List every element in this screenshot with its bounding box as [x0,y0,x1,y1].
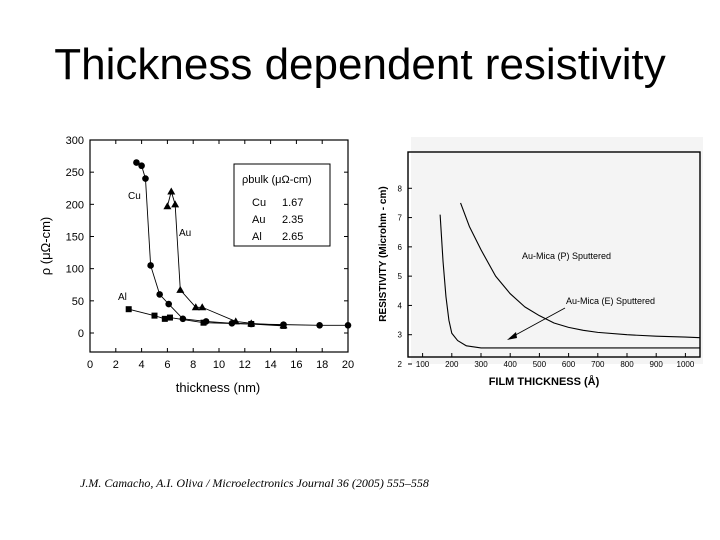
left-x-tick-label: 18 [316,359,328,371]
right-x-tick-label: 300 [474,360,488,369]
left-y-tick-label: 50 [72,296,84,308]
right-y-tick-label: 7 [398,214,403,223]
inset-row-au-value: 2.35 [282,214,303,226]
right-chart-background [411,137,703,364]
right-y-tick-label: 3 [398,331,403,340]
left-y-tick-label: 0 [78,328,84,340]
left-x-tick-label: 2 [113,359,119,371]
left-point-al [248,320,255,327]
right-y-tick-label: 5 [398,272,403,281]
inset-row-al-value: 2.65 [282,231,303,243]
left-point-cu [179,315,187,323]
right-chart: 100 200 300 400 500 600 700 800 900 1000 2 3 4 5 6 7 8 A… [378,137,703,388]
left-x-tick-label: 8 [190,359,196,371]
right-y-tick-label: 8 [398,184,403,193]
left-point-al [280,322,287,329]
bulk-resistivity-inset: ρbulk (μΩ-cm) Cu 1.67 Au 2.35 Al 2.65 [233,163,331,247]
left-point-cu [156,291,163,298]
left-x-axis-label: thickness (nm) [176,380,261,395]
right-y-tick-label: 4 [398,301,403,310]
left-x-tick-label: 12 [239,359,251,371]
left-point-cu [165,300,172,308]
inset-row-cu-value: 1.67 [282,197,303,209]
inset-frame [233,163,331,247]
left-y-tick-label: 250 [66,167,84,179]
left-point-al [125,306,132,313]
left-y-axis-label: ρ (μΩ-cm) [38,217,53,276]
left-point-au [171,200,180,208]
right-axes: 100 200 300 400 500 600 700 800 900 1000 2 3 4 5 6 7 8 [398,184,695,369]
right-x-tick-label: 600 [562,360,576,369]
left-point-au [198,303,207,311]
left-point-cu [147,262,154,269]
series-e-pointer-arrowhead [507,332,517,340]
left-point-au [191,303,200,311]
left-series [125,159,352,329]
right-x-tick-label: 100 [416,360,430,369]
left-x-tick-label: 0 [87,359,93,371]
right-plot-frame [407,151,701,358]
left-point-au [167,187,176,195]
right-x-axis-label: FILM THICKNESS (Å) [489,375,600,388]
right-series-line-0 [460,202,701,339]
right-y-tick-label: 2 [398,360,403,369]
inset-row-au-metal: Au [252,214,265,226]
cu-series-label: Cu [128,191,141,202]
right-series-line-1 [439,214,700,349]
left-y-tick-label: 300 [66,135,84,147]
left-point-cu [344,321,352,329]
right-x-tick-label: 900 [650,360,664,369]
left-x-tick-label: 16 [290,359,302,371]
slide-title: Thickness dependent resistivity [54,40,666,89]
right-x-tick-label: 800 [620,360,634,369]
right-x-tick-label: 400 [504,360,518,369]
series-e-pointer-line [509,307,566,339]
right-series [439,202,701,349]
right-x-tick-label: 1000 [677,360,695,369]
left-point-cu [138,162,145,170]
right-x-tick-label: 500 [533,360,547,369]
left-point-au [163,202,172,210]
left-point-cu [133,159,140,166]
left-point-al [166,314,173,321]
citation: J.M. Camacho, A.I. Oliva / Microelectron… [80,476,429,490]
right-x-tick-label: 700 [591,360,605,369]
left-y-tick-label: 100 [66,264,84,276]
left-y-tick-label: 150 [66,232,84,244]
right-y-axis-label: RESISTIVITY (Microhm - cm) [378,186,389,321]
au-series-label: Au [179,228,191,239]
left-x-tick-label: 4 [139,359,145,371]
left-x-tick-label: 20 [342,359,354,371]
left-point-al [151,312,158,319]
left-y-tick-label: 200 [66,199,84,211]
left-point-au [176,285,185,293]
left-point-cu [316,321,323,329]
al-series-label: Al [118,292,127,303]
inset-header: ρbulk (μΩ-cm) [242,174,312,186]
left-x-tick-label: 10 [213,359,225,371]
left-point-al [200,319,207,326]
inset-row-al-metal: Al [252,231,262,243]
left-point-au [231,317,240,325]
left-x-tick-label: 6 [164,359,170,371]
left-point-cu [142,175,149,182]
right-x-tick-label: 200 [445,360,459,369]
left-point-al [161,315,168,322]
right-y-tick-label: 6 [398,243,403,252]
series-e-label: Au-Mica (E) Sputtered [566,296,655,306]
series-p-label: Au-Mica (P) Sputtered [522,251,611,261]
inset-row-cu-metal: Cu [252,197,266,209]
left-x-tick-label: 14 [264,359,276,371]
